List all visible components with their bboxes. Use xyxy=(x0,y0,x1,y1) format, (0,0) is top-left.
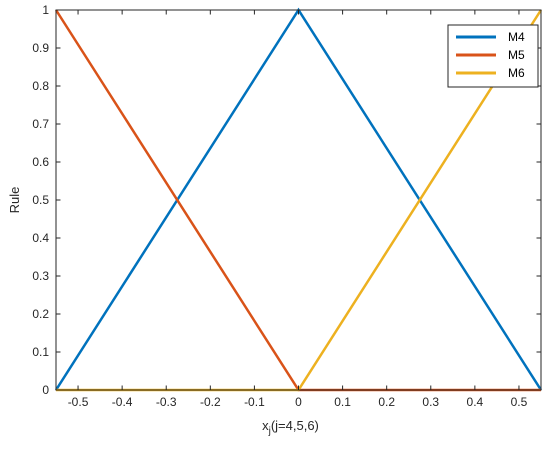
x-tick-label: -0.2 xyxy=(200,395,221,409)
x-tick-label: 0.5 xyxy=(511,395,528,409)
x-tick-label: -0.1 xyxy=(244,395,265,409)
ticks: -0.5 -0.4 -0.3 -0.2 -0.1 0 0.1 0.2 0.3 0.4 0.5 0 0.1… xyxy=(32,3,541,409)
x-tick-label: 0.2 xyxy=(378,395,395,409)
x-tick-label: 0.3 xyxy=(422,395,439,409)
y-tick-label: 0.5 xyxy=(32,193,49,207)
x-tick-label: -0.3 xyxy=(156,395,177,409)
y-tick-label: 0.9 xyxy=(32,41,49,55)
x-tick-label: -0.4 xyxy=(112,395,133,409)
legend-label-m4: M4 xyxy=(508,30,525,44)
y-tick-label: 0.6 xyxy=(32,155,49,169)
y-tick-label: 0.8 xyxy=(32,79,49,93)
y-tick-label: 0.7 xyxy=(32,117,49,131)
x-tick-label: 0 xyxy=(295,395,302,409)
legend-label-m5: M5 xyxy=(508,48,525,62)
x-axis-label-subscript: j xyxy=(268,426,271,437)
y-tick-label: 0.2 xyxy=(32,307,49,321)
y-axis-label: Rule xyxy=(7,187,22,214)
x-axis-label: xj(j=4,5,6) xyxy=(262,418,319,437)
x-tick-label: 0.1 xyxy=(334,395,351,409)
legend: M4 M5 M6 xyxy=(447,24,539,88)
y-tick-label: 0.3 xyxy=(32,269,49,283)
y-tick-label: 0.1 xyxy=(32,345,49,359)
legend-label-m6: M6 xyxy=(508,66,525,80)
x-tick-label: -0.5 xyxy=(68,395,89,409)
y-tick-label: 0.4 xyxy=(32,231,49,245)
x-axis-label-rest: (j=4,5,6) xyxy=(271,418,319,433)
y-tick-label: 1 xyxy=(42,3,49,17)
y-tick-label: 0 xyxy=(42,383,49,397)
x-axis-label-main: x xyxy=(262,418,269,433)
x-tick-label: 0.4 xyxy=(467,395,484,409)
